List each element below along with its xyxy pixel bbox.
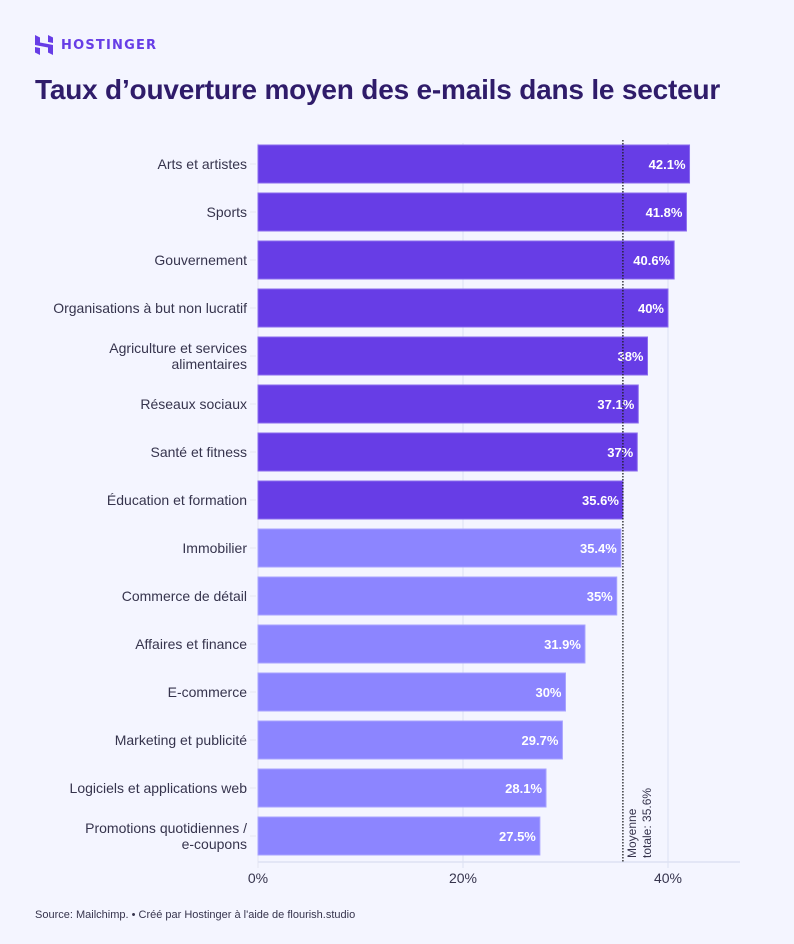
hostinger-h-logo-icon	[35, 35, 53, 55]
category-label: Immobilier	[182, 540, 247, 556]
bar-value-label: 37.1%	[597, 397, 634, 412]
bar	[257, 192, 687, 232]
x-tick-label: 0%	[248, 870, 268, 886]
bar	[257, 576, 618, 616]
bar	[257, 672, 566, 712]
bar-value-label: 38%	[617, 349, 643, 364]
category-label: Marketing et publicité	[115, 732, 248, 748]
category-label: Affaires et finance	[135, 636, 247, 652]
category-label: E-commerce	[168, 684, 248, 700]
category-label: e-coupons	[182, 836, 247, 852]
average-reference-label-line: Moyenne	[625, 808, 639, 858]
bar-chart: 42.1% Arts et artistes 41.8% Sports 40.6% Gou…	[53, 140, 740, 886]
bar-value-label: 31.9%	[544, 637, 581, 652]
category-label: Santé et fitness	[150, 444, 247, 460]
chart-title: Taux d’ouverture moyen des e-mails dans …	[35, 74, 721, 105]
bar	[257, 720, 563, 760]
bar-value-label: 28.1%	[505, 781, 542, 796]
x-tick-label: 40%	[654, 870, 682, 886]
category-label: Organisations à but non lucratif	[53, 300, 247, 316]
bar-value-label: 42.1%	[649, 157, 686, 172]
category-label: Réseaux sociaux	[140, 396, 247, 412]
bar	[257, 144, 691, 184]
bar	[257, 432, 638, 472]
bar-value-label: 29.7%	[522, 733, 559, 748]
category-label: Commerce de détail	[122, 588, 247, 604]
bar	[257, 288, 669, 328]
bar-value-label: 30%	[535, 685, 561, 700]
bar-value-label: 37%	[607, 445, 633, 460]
bar	[257, 384, 639, 424]
category-label: Éducation et formation	[107, 492, 247, 508]
bar-value-label: 40%	[638, 301, 664, 316]
category-label: Sports	[207, 204, 247, 220]
bar-value-label: 35.4%	[580, 541, 617, 556]
bar	[257, 768, 547, 808]
bar	[257, 816, 541, 856]
bar	[257, 624, 586, 664]
average-reference-label: Moyenne totale: 35.6%	[625, 788, 654, 858]
x-tick-label: 20%	[449, 870, 477, 886]
category-label: Gouvernement	[154, 252, 247, 268]
bar-value-label: 35.6%	[582, 493, 619, 508]
average-reference-label-line: totale: 35.6%	[640, 788, 654, 858]
bar	[257, 336, 648, 376]
category-label: alimentaires	[172, 356, 247, 372]
category-label: Arts et artistes	[158, 156, 247, 172]
brand-name: HOSTINGER	[61, 37, 158, 53]
category-label: Promotions quotidiennes /	[85, 820, 247, 836]
bar-value-label: 35%	[587, 589, 613, 604]
bar-value-label: 27.5%	[499, 829, 536, 844]
category-label: Agriculture et services	[109, 340, 247, 356]
bar-value-label: 40.6%	[633, 253, 670, 268]
source-note: Source: Mailchimp. • Créé par Hostinger …	[35, 909, 356, 921]
bar	[257, 480, 624, 520]
category-label: Logiciels et applications web	[70, 780, 248, 796]
bar-value-label: 41.8%	[646, 205, 683, 220]
bar	[257, 240, 675, 280]
bar	[257, 528, 622, 568]
brand-logo: HOSTINGER	[35, 35, 157, 55]
